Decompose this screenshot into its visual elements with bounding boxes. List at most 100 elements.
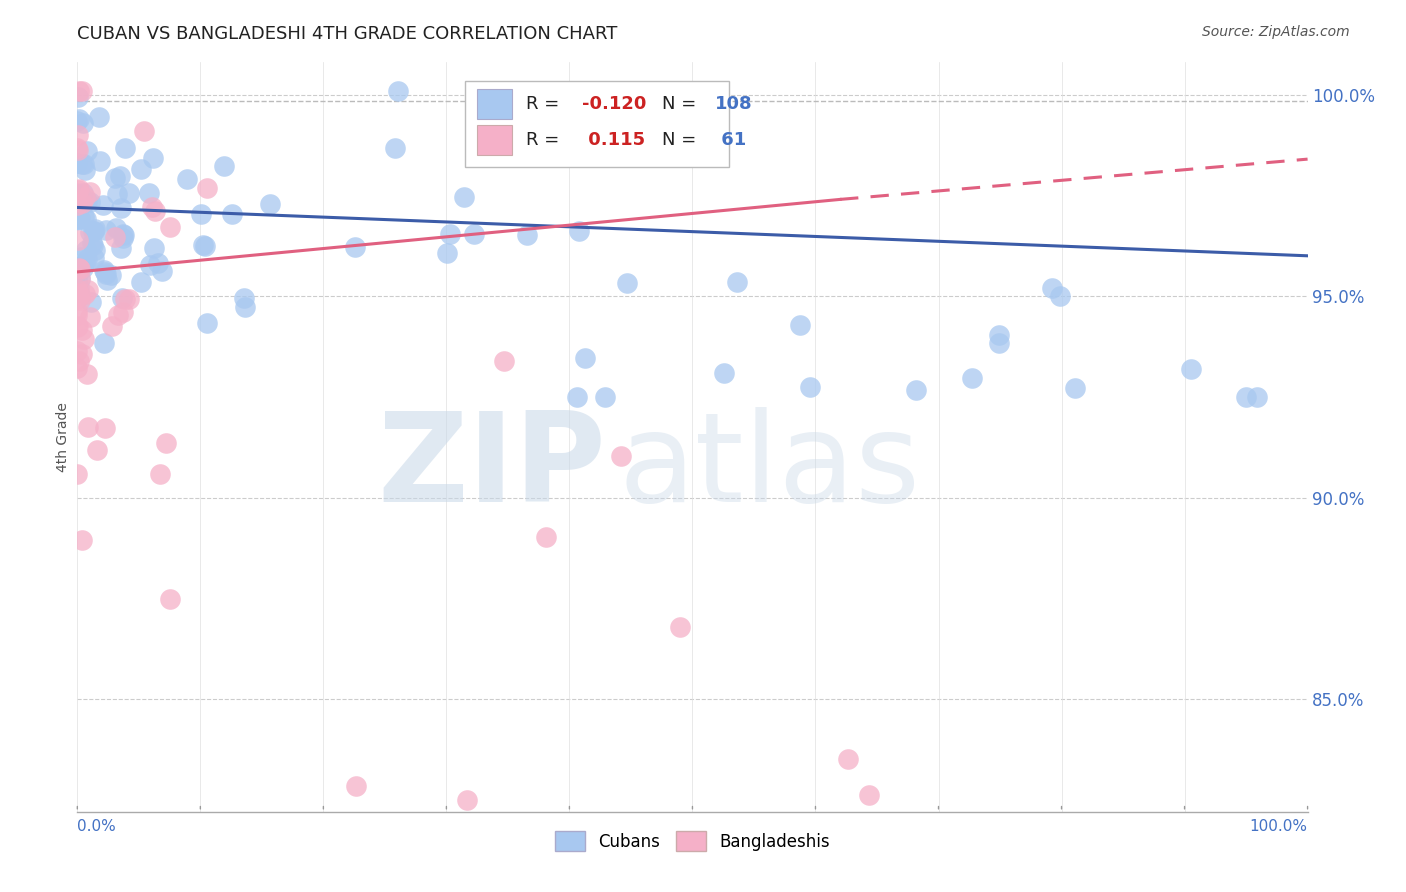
Point [69,186,91,201]
Point [66,467,89,481]
Point [129,275,152,289]
Point [89,111,111,125]
FancyBboxPatch shape [477,125,512,154]
Point [1234,390,1257,404]
Point [73,157,96,171]
Point [66,320,89,334]
Point [456,792,478,806]
Point [110,241,132,255]
Point [93,262,115,277]
Point [344,779,367,793]
Point [713,366,735,380]
Point [83,251,105,265]
Point [76,252,98,266]
Text: atlas: atlas [619,407,921,527]
Point [66,198,89,212]
Point [101,318,124,333]
Text: 0.0%: 0.0% [77,819,117,834]
Point [75,211,97,226]
Point [66,186,89,200]
Point [79,310,101,325]
Point [118,186,141,201]
Point [96,273,118,287]
Text: Source: ZipAtlas.com: Source: ZipAtlas.com [1202,25,1350,39]
Point [94,268,117,282]
Point [143,203,166,218]
Point [387,84,409,98]
Point [142,241,165,255]
Point [439,227,461,241]
Text: 0.115: 0.115 [582,130,645,149]
Point [69,271,91,285]
Point [70,259,93,273]
Point [837,752,859,766]
Point [132,124,155,138]
Point [1246,390,1268,404]
Point [191,238,214,252]
Point [66,141,89,155]
Point [112,305,135,319]
Point [259,197,281,211]
Point [67,280,90,294]
Point [72,261,94,276]
Point [66,308,89,322]
Point [1049,289,1071,303]
Point [72,115,94,129]
Text: 61: 61 [714,130,745,149]
Point [76,194,98,208]
Point [176,172,198,186]
Point [616,276,638,290]
Point [111,231,134,245]
Point [67,189,90,203]
Point [858,788,880,802]
Text: 100.0%: 100.0% [1250,819,1308,834]
Point [1064,381,1087,395]
Point [86,443,108,458]
Point [344,240,367,254]
Point [77,283,100,297]
Point [66,213,89,227]
Point [799,380,821,394]
Point [195,181,218,195]
Point [118,293,141,307]
Y-axis label: 4th Grade: 4th Grade [56,402,70,472]
Point [146,256,169,270]
Point [84,244,107,258]
Point [233,300,256,314]
Point [75,256,97,270]
Point [66,319,89,334]
Point [79,185,101,199]
Point [66,211,89,226]
Point [73,210,96,224]
Point [69,211,91,226]
Point [84,222,107,236]
Point [725,275,748,289]
Point [988,327,1011,342]
Point [149,467,172,482]
Point [463,227,485,241]
Point [141,200,163,214]
Point [89,154,111,169]
Point [79,194,101,209]
Point [80,295,103,310]
Point [91,198,114,212]
Point [904,384,927,398]
Point [69,261,91,276]
Point [70,533,93,547]
Point [114,141,136,155]
Point [194,239,217,253]
Point [190,207,212,221]
Text: N =: N = [662,130,702,149]
Point [69,271,91,285]
Point [960,370,983,384]
Point [93,336,115,351]
Point [150,264,173,278]
Point [94,223,117,237]
Point [159,591,181,606]
Point [436,246,458,260]
Point [494,354,516,368]
Point [83,224,105,238]
Point [105,220,128,235]
Point [70,195,93,210]
Point [70,157,93,171]
